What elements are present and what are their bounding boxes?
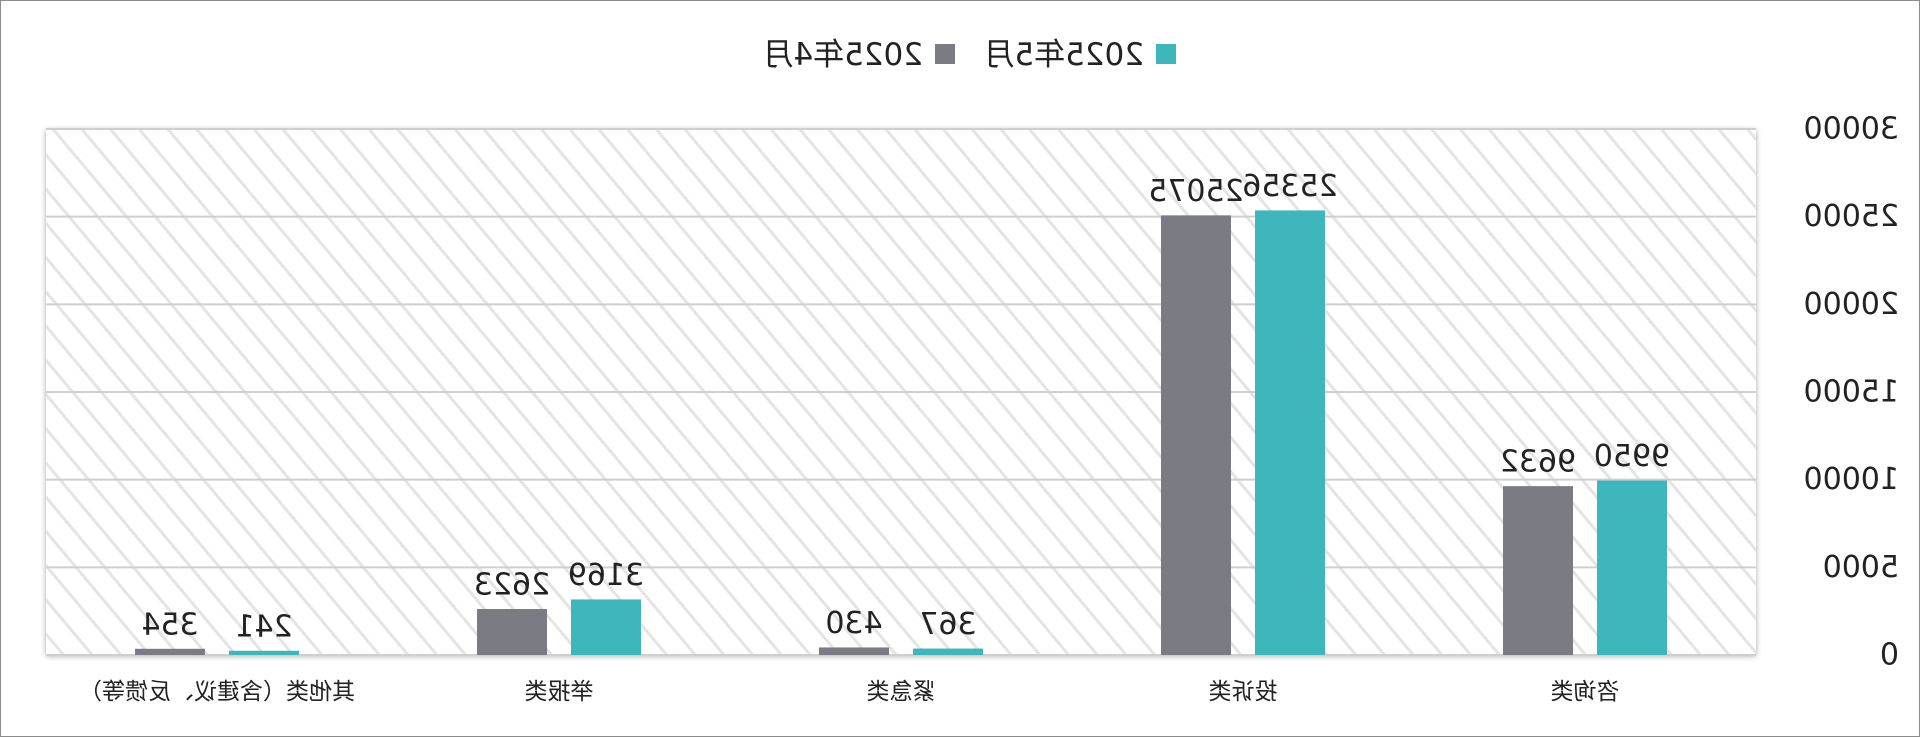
legend-label-series-1: 2025年5月 bbox=[983, 37, 1144, 73]
legend-item-series-1: 2025年5月 bbox=[983, 37, 1176, 73]
y-tick-label-4: 20000 bbox=[1804, 287, 1899, 322]
data-label-0-4: 9632 bbox=[1500, 445, 1576, 480]
category-label-0: 其他类（含建议、反馈等） bbox=[79, 679, 355, 705]
bar-0-0 bbox=[135, 648, 205, 655]
gridlines bbox=[46, 128, 1756, 656]
y-axis-ticks: 0 5000 10000 15000 20000 25000 30000 bbox=[1804, 112, 1899, 673]
bar-0-3 bbox=[1161, 215, 1231, 655]
y-tick-label-6: 30000 bbox=[1804, 112, 1899, 147]
data-label-1-4: 9950 bbox=[1594, 439, 1670, 474]
y-tick-label-2: 10000 bbox=[1804, 462, 1899, 497]
category-label-4: 咨询类 bbox=[1551, 679, 1620, 705]
bar-1-4 bbox=[1597, 480, 1667, 655]
category-label-3: 投诉类 bbox=[1209, 679, 1278, 705]
bars bbox=[135, 210, 1667, 655]
data-label-0-1: 2623 bbox=[474, 568, 550, 603]
data-label-1-2: 367 bbox=[919, 607, 976, 642]
y-tick-label-0: 0 bbox=[1880, 638, 1899, 673]
bar-0-1 bbox=[477, 609, 547, 655]
category-label-1: 举报类 bbox=[525, 679, 594, 705]
y-tick-label-1: 5000 bbox=[1823, 550, 1899, 585]
legend-swatch-series-0 bbox=[935, 44, 955, 64]
bar-1-3 bbox=[1255, 210, 1325, 655]
data-label-0-3: 25075 bbox=[1148, 174, 1243, 209]
data-label-0-2: 430 bbox=[825, 606, 882, 641]
y-tick-label-5: 25000 bbox=[1804, 199, 1899, 234]
bar-1-0 bbox=[229, 650, 299, 655]
bar-1-1 bbox=[571, 599, 641, 655]
data-label-1-3: 25356 bbox=[1242, 169, 1337, 204]
bar-1-2 bbox=[913, 648, 983, 655]
legend-label-series-0: 2025年4月 bbox=[762, 37, 923, 73]
legend-swatch-series-1 bbox=[1156, 44, 1176, 64]
category-label-2: 紧急类 bbox=[867, 679, 936, 705]
data-label-1-1: 3169 bbox=[568, 558, 644, 593]
data-label-1-0: 241 bbox=[235, 609, 292, 644]
y-tick-label-3: 15000 bbox=[1804, 375, 1899, 410]
legend: 2025年4月 2025年5月 bbox=[762, 37, 1176, 73]
data-label-0-0: 354 bbox=[141, 607, 198, 642]
bar-0-4 bbox=[1503, 486, 1573, 655]
x-axis-categories: 其他类（含建议、反馈等） 举报类 紧急类 投诉类 咨询类 bbox=[79, 679, 1620, 705]
legend-item-series-0: 2025年4月 bbox=[762, 37, 955, 73]
bar-0-2 bbox=[819, 647, 889, 655]
